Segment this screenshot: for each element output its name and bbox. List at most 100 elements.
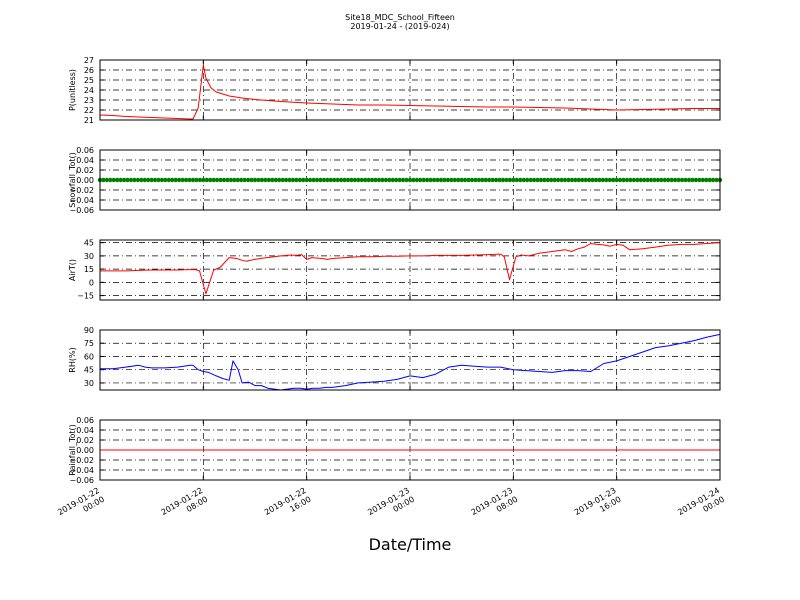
data-point — [487, 177, 492, 183]
data-point — [697, 177, 702, 183]
x-tick-label: 2019-01-2300:00 — [366, 486, 416, 526]
y-tick-label: 0 — [89, 278, 94, 287]
data-point — [573, 177, 578, 183]
data-point — [631, 177, 637, 183]
data-point — [118, 177, 123, 183]
data-point — [287, 177, 292, 183]
data-point — [280, 177, 285, 183]
data-point — [714, 177, 719, 183]
data-point — [170, 177, 175, 183]
data-point — [645, 177, 650, 183]
data-point — [524, 177, 530, 183]
data-point — [566, 177, 571, 183]
x-tick-label: 2019-01-2216:00 — [263, 486, 313, 526]
data-point — [648, 177, 654, 183]
data-point — [225, 177, 230, 183]
y-tick-label: 0.02 — [76, 166, 94, 175]
y-tick-label: 90 — [84, 326, 94, 335]
y-tick-label: 21 — [84, 116, 94, 125]
data-point — [366, 177, 371, 183]
data-point — [445, 177, 451, 183]
data-point — [549, 177, 554, 183]
data-point — [363, 177, 368, 183]
data-point — [166, 177, 172, 183]
data-point — [580, 177, 585, 183]
data-point — [614, 177, 619, 183]
data-point — [387, 177, 392, 183]
y-tick-label: 30 — [84, 252, 94, 261]
data-point — [135, 177, 141, 183]
data-point — [659, 177, 664, 183]
data-point — [314, 177, 320, 183]
data-point — [504, 177, 509, 183]
y-tick-label: 23 — [84, 96, 94, 105]
data-point — [273, 177, 278, 183]
y-tick-label: 0.02 — [76, 436, 94, 445]
y-tick-label: 0.06 — [76, 416, 94, 425]
data-point — [466, 177, 471, 183]
y-tick-label: 27 — [84, 56, 94, 65]
data-point — [442, 177, 447, 183]
data-point — [321, 177, 327, 183]
data-point — [290, 177, 296, 183]
data-point — [497, 177, 502, 183]
data-point — [456, 177, 461, 183]
data-point — [297, 177, 302, 183]
data-point — [593, 177, 599, 183]
data-point — [356, 177, 361, 183]
data-point — [679, 177, 685, 183]
data-point — [507, 177, 513, 183]
data-point — [259, 177, 265, 183]
data-point — [693, 177, 699, 183]
data-point — [101, 177, 106, 183]
y-tick-label: 45 — [84, 366, 94, 375]
data-point — [586, 177, 592, 183]
data-point — [211, 177, 216, 183]
data-point — [431, 177, 437, 183]
data-point — [704, 177, 709, 183]
data-point — [407, 177, 413, 183]
data-point — [673, 177, 678, 183]
y-tick-label: −15 — [77, 292, 94, 301]
data-point — [349, 177, 354, 183]
data-point — [132, 177, 137, 183]
data-point — [638, 177, 643, 183]
data-point — [690, 177, 695, 183]
data-point — [490, 177, 495, 183]
plot-frame — [99, 329, 721, 391]
chart-title: Site18_MDC_School_Fifteen — [345, 13, 455, 22]
data-point — [473, 177, 478, 183]
y-axis-label: Rainfall_Tot() — [68, 424, 77, 476]
y-tick-label: 75 — [84, 339, 94, 348]
data-point — [121, 177, 127, 183]
data-point — [190, 177, 196, 183]
x-axis-ticks: 2019-01-2200:00 2019-01-2208:00 2019-01-22… — [56, 486, 726, 526]
panels: 21222324252627P(unitless)−0.06−0.04−0.02… — [68, 56, 723, 485]
y-tick-label: −0.04 — [69, 196, 94, 205]
data-point — [552, 177, 557, 183]
data-point — [232, 177, 237, 183]
data-point — [239, 177, 244, 183]
data-point — [400, 177, 406, 183]
data-point — [139, 177, 144, 183]
data-point — [242, 177, 247, 183]
y-tick-label: 30 — [84, 379, 94, 388]
data-point — [218, 177, 223, 183]
data-point — [338, 177, 344, 183]
data-point — [438, 177, 444, 183]
data-point — [514, 177, 519, 183]
data-point — [221, 177, 227, 183]
data-point — [208, 177, 213, 183]
data-point — [569, 177, 575, 183]
data-point — [538, 177, 544, 183]
data-point — [142, 177, 147, 183]
data-point — [266, 177, 271, 183]
data-point — [686, 177, 692, 183]
data-point — [683, 177, 688, 183]
data-point — [421, 177, 426, 183]
data-point — [607, 177, 612, 183]
y-tick-label: 0.00 — [76, 176, 94, 185]
y-axis-label: Snowfall_Tot() — [68, 152, 77, 208]
data-point — [535, 177, 540, 183]
